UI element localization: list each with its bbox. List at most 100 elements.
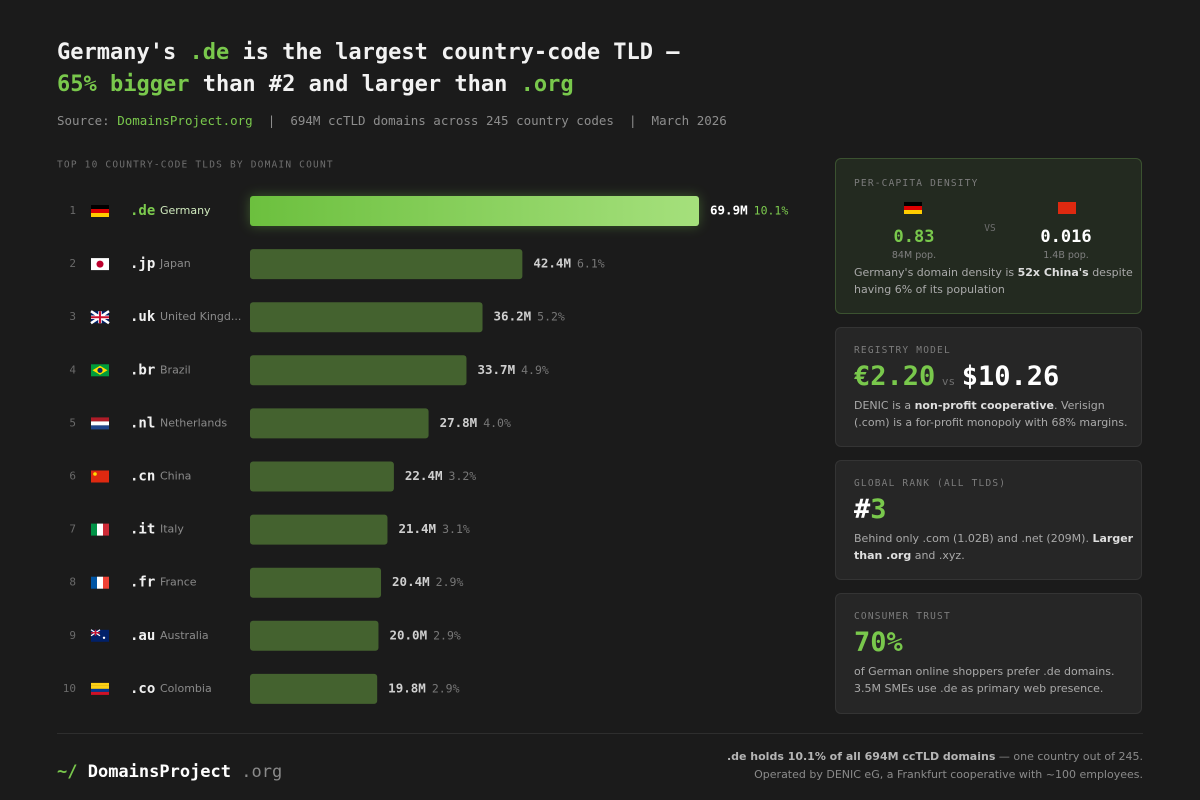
footer-note: .de holds 10.1% of all 694M ccTLD domain… [727,750,1143,763]
value-label: 33.7M [477,362,515,377]
country: United Kingd... [160,310,241,323]
country: Germany [160,204,211,217]
flag-disc [97,367,103,373]
flag-cross [91,311,109,324]
vs: vs [941,375,956,388]
price: €2.20 [854,361,936,392]
trust-value: 70% [854,627,903,658]
logo-part: .org [231,762,283,782]
rank: 2 [69,257,76,270]
rank: 3 [69,310,76,323]
country: France [160,576,197,589]
text-strong: 52x China's [1017,266,1089,279]
price-compare: €2.20 vs $10.26 [854,361,1059,392]
density-value: 0.83 [893,227,935,247]
tld: .it [130,522,155,538]
tld: .uk [130,309,156,325]
note-part: — one country out of 245. [995,750,1143,763]
value-label: 22.4M [405,468,443,483]
flag-stripe [91,205,109,209]
flag [91,258,109,271]
country: Colombia [160,682,212,695]
flag-stripe [91,425,109,430]
flag-stripe [91,523,97,536]
source: Source: DomainsProject.org | 694M ccTLD … [57,113,727,128]
flag [91,205,109,217]
source-part: | 694M ccTLD domains across 245 country … [252,113,727,128]
country: Brazil [160,363,191,376]
bar [250,620,379,651]
bar [250,196,699,226]
rank: 10 [63,682,76,695]
value-label: 36.2M [494,309,532,324]
flag [91,682,109,695]
title-accent: 65% bigger [57,72,190,97]
value-label: 69.9M [710,203,748,218]
rank-hash: # [854,494,871,525]
panel-text: Germany's domain density is 52x China's … [854,264,1134,298]
flag [90,629,109,642]
text-part: Behind only .com (1.02B) and .net (209M)… [854,532,1093,545]
title-accent: .org [520,72,574,97]
flag-stripe [103,523,109,536]
flag-stripe [91,421,109,426]
flag [91,523,109,536]
bar [250,302,483,333]
text-part: . Verisign (.com) is a for-profit monopo… [854,399,1128,429]
flag-stripe [91,213,109,217]
share-label: 2.9% [432,681,460,695]
country: Australia [160,629,209,642]
flag-stripe [91,209,109,213]
rank: 7 [69,523,76,536]
share-label: 10.1% [754,204,789,218]
flag-stripe [97,523,103,536]
share-label: 2.9% [433,628,461,642]
flag-stripe [91,576,97,589]
flag [91,364,109,377]
chart-title: TOP 10 COUNTRY-CODE TLDS BY DOMAIN COUNT [57,160,334,171]
tld: .jp [130,256,155,272]
flag-china [1058,202,1076,214]
density-pop: 84M pop. [891,250,937,261]
flag-cross [91,629,100,636]
text-part: and .xyz. [911,549,965,562]
flag [90,310,110,325]
panel-label: GLOBAL RANK (ALL TLDS) [854,478,1007,489]
flag-stripe [91,685,109,689]
tld: .fr [130,575,155,591]
rank-value: #3 [854,494,887,525]
bar [250,567,382,598]
flag [91,470,109,483]
title-part: than #2 and larger than [189,72,521,97]
text-strong: non-profit cooperative [914,399,1054,412]
share-label: 6.1% [577,257,605,271]
country: Japan [159,257,191,270]
bar [250,514,388,545]
flag-stripe [97,576,103,589]
flag-germany [904,202,922,214]
value-label: 20.0M [389,627,427,642]
country: Netherlands [160,416,227,429]
source-link[interactable]: DomainsProject.org [117,113,253,128]
density-value: 0.016 [1040,227,1092,247]
panel-text: Behind only .com (1.02B) and .net (209M)… [854,530,1134,564]
rank: 9 [69,629,76,642]
logo-part: ~/ [57,762,78,782]
flag-stripe [91,691,109,695]
value-label: 21.4M [398,521,436,536]
value-label: 20.4M [392,574,430,589]
flag-disc [96,260,104,268]
share-label: 5.2% [537,310,565,324]
country: Italy [160,523,184,536]
rank: 1 [69,204,76,217]
panel-label: REGISTRY MODEL [854,345,951,356]
logo-part: DomainsProject [77,762,232,782]
flag-stripe [103,576,109,589]
title-line: 65% bigger than #2 and larger than .org [57,72,574,97]
title-accent: .de [189,40,230,65]
share-label: 3.2% [449,469,477,483]
price: $10.26 [961,361,1060,392]
source-part: Source: [57,113,118,128]
bar [250,673,378,704]
